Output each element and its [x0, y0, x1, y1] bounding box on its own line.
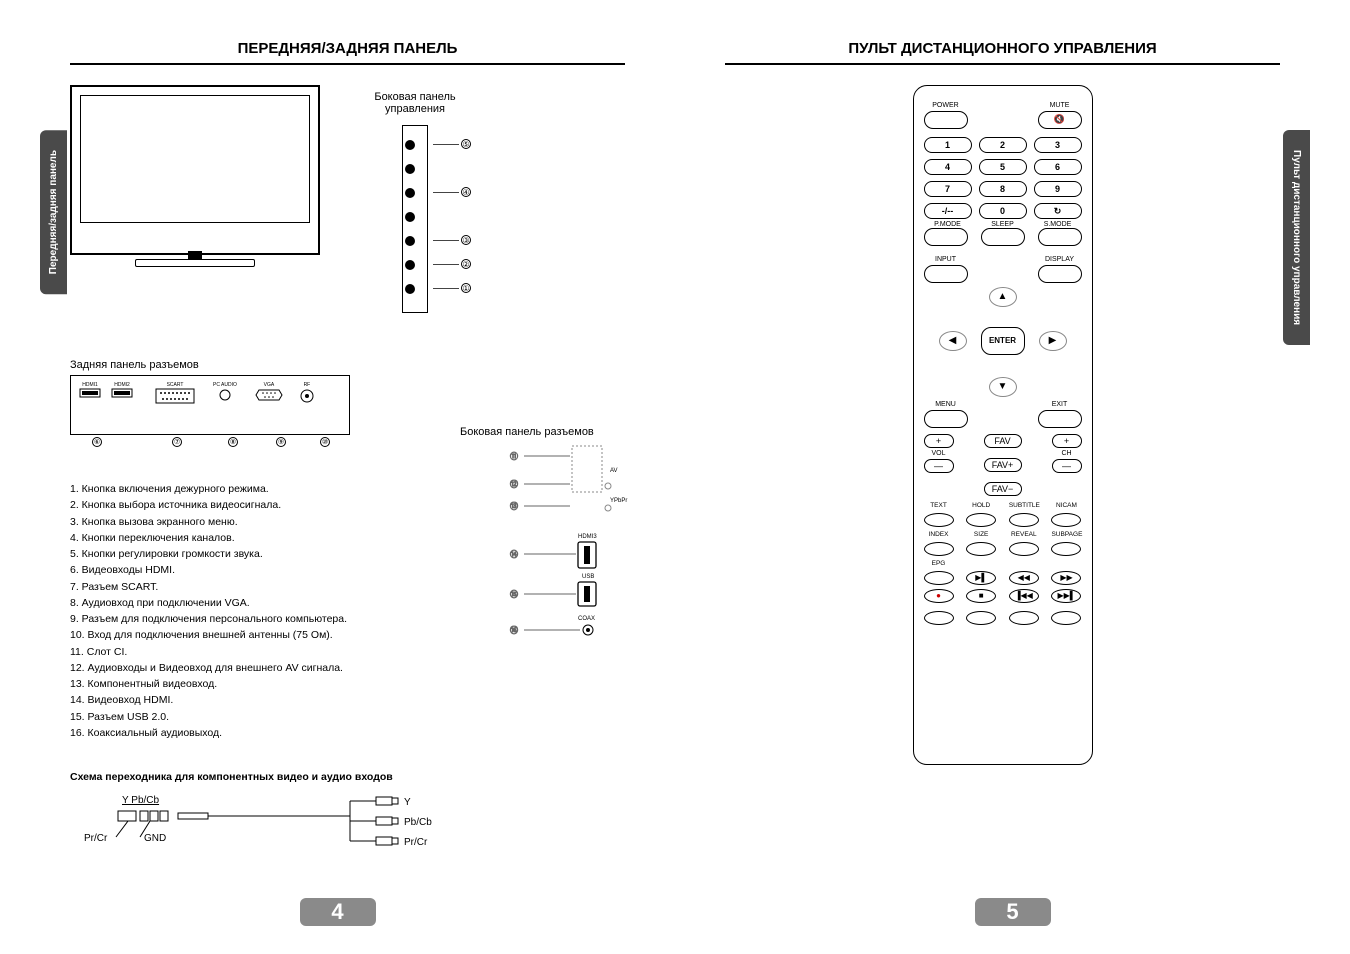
- side-tab-left: Передняя/задняя панель: [40, 130, 67, 294]
- legend-item: 14. Видеовход HDMI.: [70, 692, 625, 708]
- side-connectors-caption: Боковая панель разъемов: [460, 426, 630, 438]
- tv-front-diagram: [70, 85, 320, 255]
- svg-text:AV: AV: [610, 468, 618, 474]
- remote-diagram: POWER MUTE🔇 1 2 3 4 5 6 7 8 9 -/-- 0 ↻: [913, 85, 1093, 765]
- svg-text:Y: Y: [404, 797, 411, 808]
- svg-text:Pr/Cr: Pr/Cr: [84, 833, 108, 844]
- svg-text:Y Pb/Cb: Y Pb/Cb: [122, 795, 159, 806]
- rule: [70, 63, 625, 65]
- legend-item: 15. Разъем USB 2.0.: [70, 709, 625, 725]
- play-pause-icon: ▶▌: [966, 571, 996, 585]
- svg-text:⑬: ⑬: [510, 502, 518, 511]
- side-control-panel: ⑤ ④ ③ ② ①: [402, 125, 428, 313]
- arrow-right-icon: ▶: [1039, 331, 1067, 351]
- side-connectors-diagram: AV YPbPr HDMI3 USB COAX ⑪ ⑫ ⑬ ⑭ ⑮: [460, 442, 630, 662]
- arrow-up-icon: ▲: [989, 287, 1017, 307]
- svg-text:YPbPr: YPbPr: [610, 498, 627, 504]
- side-tab-right: Пульт дистанционного управления: [1283, 130, 1310, 345]
- stop-icon: ■: [966, 589, 996, 603]
- page-number-right: 5: [975, 898, 1051, 926]
- record-icon: ●: [924, 589, 954, 603]
- svg-text:HDMI3: HDMI3: [578, 534, 597, 540]
- adapter-diagram: Y Pb/Cb Y Pb/Cb Pr/Cr Pr/Cr GND: [70, 793, 470, 853]
- prev-icon: ▐◀◀: [1009, 589, 1039, 603]
- svg-text:⑫: ⑫: [510, 480, 518, 489]
- svg-text:⑪: ⑪: [510, 452, 518, 461]
- return-icon: ↻: [1034, 203, 1082, 219]
- svg-text:⑮: ⑮: [510, 590, 518, 599]
- svg-text:USB: USB: [582, 574, 594, 580]
- mute-icon: 🔇: [1038, 111, 1082, 129]
- forward-icon: ▶▶: [1051, 571, 1081, 585]
- svg-text:⑯: ⑯: [510, 626, 518, 635]
- rewind-icon: ◀◀: [1009, 571, 1039, 585]
- svg-text:GND: GND: [144, 833, 166, 844]
- dpad: ▲ ▼ ◀ ▶ ENTER: [933, 287, 1073, 397]
- left-title: ПЕРЕДНЯЯ/ЗАДНЯЯ ПАНЕЛЬ: [70, 40, 625, 57]
- adapter-title: Схема переходника для компонентных видео…: [70, 771, 625, 783]
- rule: [725, 63, 1280, 65]
- page-number-left: 4: [300, 898, 376, 926]
- side-panel-caption: Боковая панель управления: [360, 91, 470, 115]
- legend-item: 16. Коаксиальный аудиовыход.: [70, 725, 625, 741]
- right-title: ПУЛЬТ ДИСТАНЦИОННОГО УПРАВЛЕНИЯ: [725, 40, 1280, 57]
- svg-text:COAX: COAX: [578, 616, 595, 622]
- rear-panel-diagram: HDMI1 HDMI2 SCART PC AUDIO VGA RF: [70, 375, 350, 435]
- svg-text:Pr/Cr: Pr/Cr: [404, 837, 428, 848]
- arrow-down-icon: ▼: [989, 377, 1017, 397]
- legend-item: 13. Компонентный видеовход.: [70, 676, 625, 692]
- rear-panel-caption: Задняя панель разъемов: [70, 359, 625, 371]
- svg-text:Pb/Cb: Pb/Cb: [404, 817, 432, 828]
- arrow-left-icon: ◀: [939, 331, 967, 351]
- next-icon: ▶▶▌: [1051, 589, 1081, 603]
- svg-text:⑭: ⑭: [510, 550, 518, 559]
